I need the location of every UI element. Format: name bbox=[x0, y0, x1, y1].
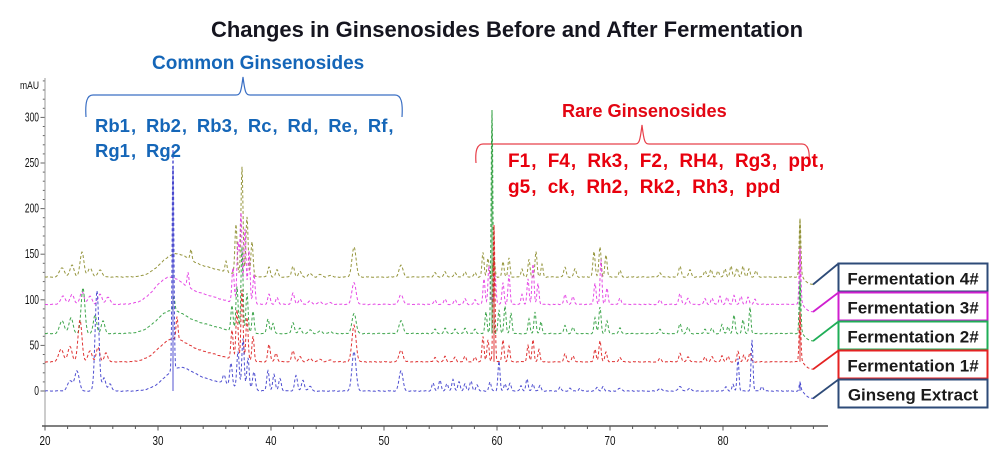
svg-text:150: 150 bbox=[25, 246, 39, 261]
svg-text:30: 30 bbox=[153, 433, 164, 448]
svg-text:200: 200 bbox=[25, 201, 39, 216]
svg-text:Ginseng Extract: Ginseng Extract bbox=[848, 386, 979, 405]
svg-text:60: 60 bbox=[492, 433, 503, 448]
svg-text:Fermentation 2#: Fermentation 2# bbox=[847, 328, 979, 347]
svg-text:Fermentation 1#: Fermentation 1# bbox=[847, 357, 979, 376]
svg-text:20: 20 bbox=[40, 433, 51, 448]
svg-text:50: 50 bbox=[379, 433, 390, 448]
svg-text:Fermentation 3#: Fermentation 3# bbox=[847, 299, 979, 318]
svg-text:250: 250 bbox=[25, 155, 39, 170]
svg-text:70: 70 bbox=[605, 433, 616, 448]
svg-text:100: 100 bbox=[25, 292, 39, 307]
svg-text:40: 40 bbox=[266, 433, 277, 448]
svg-text:300: 300 bbox=[25, 109, 39, 124]
svg-text:Fermentation 4#: Fermentation 4# bbox=[847, 270, 979, 289]
svg-text:80: 80 bbox=[718, 433, 729, 448]
svg-text:mAU: mAU bbox=[20, 80, 39, 92]
svg-text:50: 50 bbox=[30, 337, 39, 352]
svg-text:0: 0 bbox=[34, 383, 39, 398]
